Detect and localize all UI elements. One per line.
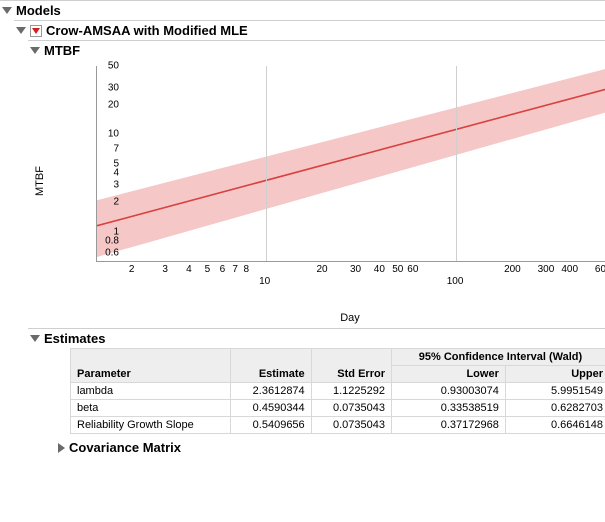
x-tick-label: 6 [220,264,226,275]
mtbf-header[interactable]: MTBF [28,41,605,60]
cell-value: 1.1225292 [311,383,391,400]
y-tick-label: 4 [95,167,119,178]
col-parameter: Parameter [71,349,231,383]
disclosure-icon [58,443,65,453]
cell-value: 0.37172968 [391,417,505,434]
cell-value: 0.5409656 [231,417,311,434]
y-tick-label: 10 [95,129,119,140]
x-tick-label: 400 [561,264,578,275]
crow-title: Crow-AMSAA with Modified MLE [46,23,248,38]
y-tick-label: 3 [95,180,119,191]
crow-amsaa-header[interactable]: Crow-AMSAA with Modified MLE [14,21,605,40]
y-tick-label: 1 [95,226,119,237]
cell-value: 0.6282703 [505,400,605,417]
x-tick-label-major: 10 [259,276,270,287]
y-tick-label: 0.8 [95,236,119,247]
col-group-ci: 95% Confidence Interval (Wald) [391,349,605,366]
col-estimate: Estimate [231,349,311,383]
col-lower: Lower [391,366,505,383]
y-tick-label: 5 [95,158,119,169]
x-tick-label: 4 [186,264,192,275]
y-tick-label: 2 [95,197,119,208]
y-tick-label: 50 [95,61,119,72]
x-tick-label: 600 [595,264,605,275]
chart-xlabel: Day [340,312,360,324]
mtbf-title: MTBF [44,43,80,58]
cell-param: beta [71,400,231,417]
x-tick-label: 60 [407,264,418,275]
cell-value: 0.0735043 [311,417,391,434]
x-tick-label: 40 [374,264,385,275]
y-tick-label: 20 [95,99,119,110]
x-tick-label-major: 100 [447,276,464,287]
estimates-table: ParameterEstimateStd Error95% Confidence… [70,348,605,434]
covariance-title: Covariance Matrix [69,440,181,455]
cell-value: 0.6646148 [505,417,605,434]
table-row: Reliability Growth Slope0.54096560.07350… [71,417,605,434]
x-tick-label: 20 [316,264,327,275]
x-tick-label: 30 [350,264,361,275]
cell-param: lambda [71,383,231,400]
y-tick-label: 30 [95,82,119,93]
x-tick-label: 50 [392,264,403,275]
estimates-title: Estimates [44,331,105,346]
x-tick-label: 300 [538,264,555,275]
disclosure-icon [16,27,26,34]
x-tick-label: 7 [232,264,238,275]
x-tick-label: 2 [129,264,135,275]
cell-value: 2.3612874 [231,383,311,400]
chart-ylabel: MTBF [34,166,46,196]
disclosure-icon [2,7,12,14]
dropdown-icon[interactable] [30,25,42,37]
cell-value: 0.93003074 [391,383,505,400]
chart-plot-area: 0.60.812345710203050 [96,66,605,262]
cell-value: 5.9951549 [505,383,605,400]
disclosure-icon [30,335,40,342]
col-upper: Upper [505,366,605,383]
y-tick-label: 7 [95,144,119,155]
y-tick-label: 0.6 [95,248,119,259]
cell-value: 0.4590344 [231,400,311,417]
cell-value: 0.0735043 [311,400,391,417]
mtbf-chart: MTBF 0.60.812345710203050 Day 2345678203… [70,66,605,296]
col-stderror: Std Error [311,349,391,383]
models-header[interactable]: Models [0,1,605,20]
x-tick-label: 3 [162,264,168,275]
x-tick-label: 8 [243,264,249,275]
cell-value: 0.33538519 [391,400,505,417]
table-row: beta0.45903440.07350430.335385190.628270… [71,400,605,417]
models-title: Models [16,3,61,18]
estimates-header[interactable]: Estimates [28,329,605,348]
x-tick-label: 200 [504,264,521,275]
disclosure-icon [30,47,40,54]
x-tick-label: 5 [205,264,211,275]
covariance-header[interactable]: Covariance Matrix [56,438,605,457]
cell-param: Reliability Growth Slope [71,417,231,434]
table-row: lambda2.36128741.12252920.930030745.9951… [71,383,605,400]
